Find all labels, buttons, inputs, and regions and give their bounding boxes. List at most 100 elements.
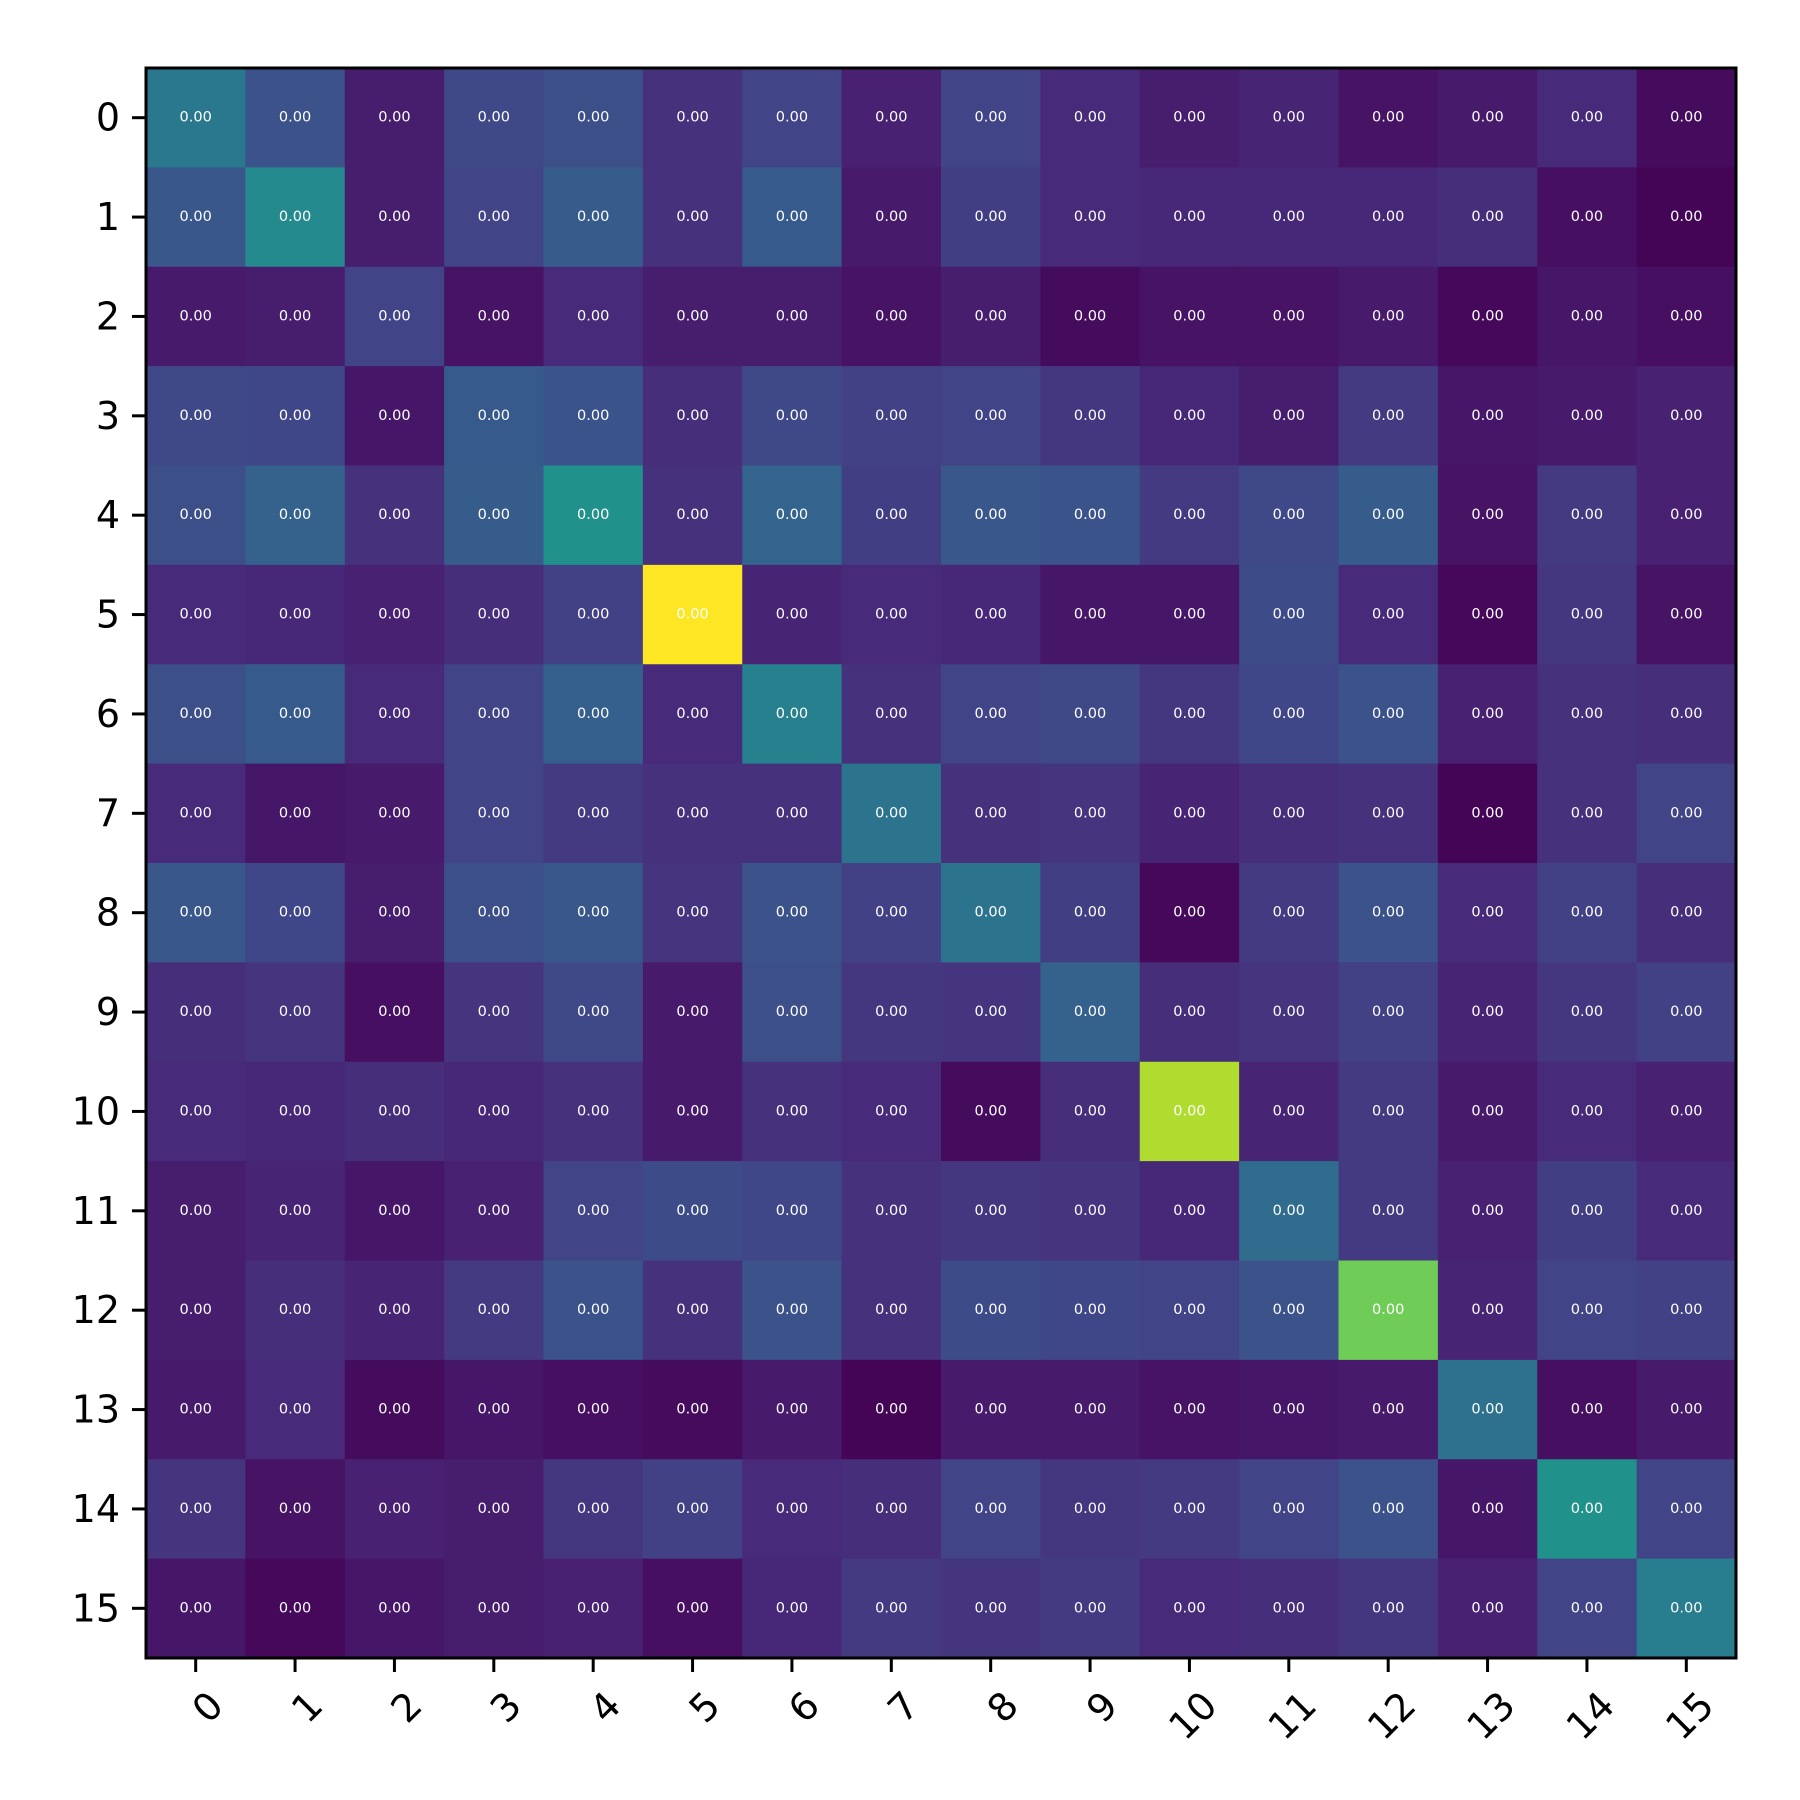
- cell-value-label: 0.00: [1372, 1203, 1404, 1219]
- cell-value-label: 0.00: [875, 1103, 907, 1119]
- cell-value-label: 0.00: [975, 805, 1007, 821]
- cell-value-label: 0.00: [1372, 507, 1404, 523]
- x-tick-label: 12: [1359, 1683, 1424, 1748]
- heatmap-cell-r14-c11: [1239, 1459, 1340, 1560]
- cell-value-label: 0.00: [478, 1103, 510, 1119]
- heatmap-cell-r1-c3: [444, 167, 545, 268]
- cell-value-label: 0.00: [1670, 110, 1702, 126]
- heatmap-cell-r13-c14: [1537, 1359, 1638, 1460]
- x-tick-label: 6: [780, 1683, 828, 1731]
- cell-value-label: 0.00: [1173, 209, 1205, 225]
- cell-value-label: 0.00: [1571, 408, 1603, 424]
- x-tick-label: 8: [979, 1683, 1027, 1731]
- heatmap-cell-r3-c2: [344, 366, 445, 467]
- cell-value-label: 0.00: [975, 1501, 1007, 1517]
- cell-value-label: 0.00: [378, 1402, 410, 1418]
- heatmap-cell-r13-c11: [1239, 1359, 1340, 1460]
- heatmap-cell-r8-c12: [1338, 863, 1439, 963]
- cell-value-label: 0.00: [676, 607, 708, 623]
- heatmap-cell-r8-c15: [1636, 863, 1737, 963]
- heatmap-cell-r12-c6: [742, 1260, 843, 1361]
- cell-value-label: 0.00: [676, 308, 708, 324]
- heatmap-cell-r6-c4: [543, 664, 644, 765]
- cell-value-label: 0.00: [1273, 905, 1305, 921]
- cell-value-label: 0.00: [1273, 1103, 1305, 1119]
- cell-value-label: 0.00: [1571, 1302, 1603, 1318]
- cell-value-label: 0.00: [1074, 507, 1106, 523]
- cell-value-label: 0.00: [975, 607, 1007, 623]
- cell-value-label: 0.00: [1273, 607, 1305, 623]
- cell-value-label: 0.00: [875, 209, 907, 225]
- cell-value-label: 0.00: [1471, 209, 1503, 225]
- cell-value-label: 0.00: [1273, 1402, 1305, 1418]
- heatmap-cell-r12-c9: [1040, 1260, 1141, 1361]
- heatmap-cell-r7-c8: [941, 763, 1041, 864]
- heatmap-cell-r12-c14: [1537, 1260, 1638, 1361]
- heatmap-cell-r0-c0: [146, 68, 246, 168]
- heatmap-cell-r13-c0: [146, 1359, 246, 1460]
- heatmap-cell-r13-c8: [941, 1359, 1041, 1460]
- heatmap-cell-r3-c7: [841, 366, 942, 467]
- heatmap-cell-r7-c3: [444, 763, 545, 864]
- cell-value-label: 0.00: [776, 110, 808, 126]
- cell-value-label: 0.00: [1571, 1203, 1603, 1219]
- x-tick-label: 2: [382, 1683, 430, 1731]
- cell-value-label: 0.00: [975, 408, 1007, 424]
- cell-value-label: 0.00: [676, 1203, 708, 1219]
- cell-value-label: 0.00: [1471, 1600, 1503, 1616]
- y-tick-label: 7: [96, 791, 120, 835]
- heatmap-cell-r12-c10: [1139, 1260, 1240, 1361]
- cell-value-label: 0.00: [1372, 408, 1404, 424]
- cell-value-label: 0.00: [1670, 706, 1702, 722]
- cell-value-label: 0.00: [1074, 1103, 1106, 1119]
- cell-value-label: 0.00: [478, 408, 510, 424]
- cell-value-label: 0.00: [1074, 110, 1106, 126]
- heatmap-cell-r7-c5: [642, 763, 743, 864]
- heatmap-cell-r12-c0: [146, 1260, 246, 1361]
- cell-value-label: 0.00: [478, 1203, 510, 1219]
- cell-value-label: 0.00: [1372, 1103, 1404, 1119]
- cell-value-label: 0.00: [1372, 110, 1404, 126]
- heatmap-cell-r5-c2: [344, 564, 445, 665]
- heatmap-cell-r5-c14: [1537, 564, 1638, 665]
- heatmap-cell-r4-c12: [1338, 465, 1439, 566]
- cell-value-label: 0.00: [1571, 507, 1603, 523]
- heatmap-cell-r11-c10: [1139, 1161, 1240, 1262]
- heatmap-cell-r11-c15: [1636, 1161, 1737, 1262]
- cell-value-label: 0.00: [577, 905, 609, 921]
- heatmap-cell-r1-c14: [1537, 167, 1638, 268]
- heatmap-cell-r9-c0: [146, 962, 246, 1063]
- cell-value-label: 0.00: [1471, 1004, 1503, 1020]
- heatmap-cell-r2-c11: [1239, 266, 1340, 367]
- heatmap-cell-r2-c15: [1636, 266, 1737, 367]
- heatmap-cell-r4-c0: [146, 465, 246, 566]
- cell-value-label: 0.00: [1273, 1203, 1305, 1219]
- heatmap-cell-r7-c2: [344, 763, 445, 864]
- heatmap-cell-r5-c12: [1338, 564, 1439, 665]
- heatmap-cell-r3-c10: [1139, 366, 1240, 467]
- heatmap-cell-r6-c1: [245, 664, 346, 765]
- heatmap-cell-r6-c13: [1437, 664, 1538, 765]
- heatmap-cell-r13-c5: [642, 1359, 743, 1460]
- heatmap-cell-r13-c6: [742, 1359, 843, 1460]
- heatmap-cell-r2-c5: [642, 266, 743, 367]
- cell-value-label: 0.00: [875, 805, 907, 821]
- heatmap-cell-r1-c1: [245, 167, 346, 268]
- cell-value-label: 0.00: [577, 607, 609, 623]
- cell-value-label: 0.00: [975, 905, 1007, 921]
- cell-value-label: 0.00: [776, 607, 808, 623]
- heatmap-cell-r5-c3: [444, 564, 545, 665]
- cell-value-label: 0.00: [1273, 408, 1305, 424]
- heatmap-cell-r15-c3: [444, 1558, 545, 1659]
- cell-value-label: 0.00: [1471, 507, 1503, 523]
- heatmap-cell-r0-c8: [941, 68, 1041, 168]
- cell-value-label: 0.00: [279, 110, 311, 126]
- cell-value-label: 0.00: [1571, 1402, 1603, 1418]
- cell-value-label: 0.00: [776, 905, 808, 921]
- heatmap-cell-r6-c14: [1537, 664, 1638, 765]
- heatmap-cell-r10-c0: [146, 1061, 246, 1162]
- y-tick-label: 14: [72, 1487, 120, 1531]
- heatmap-cell-r12-c13: [1437, 1260, 1538, 1361]
- heatmap-cell-r5-c5: [642, 564, 743, 665]
- heatmap-cell-r15-c12: [1338, 1558, 1439, 1659]
